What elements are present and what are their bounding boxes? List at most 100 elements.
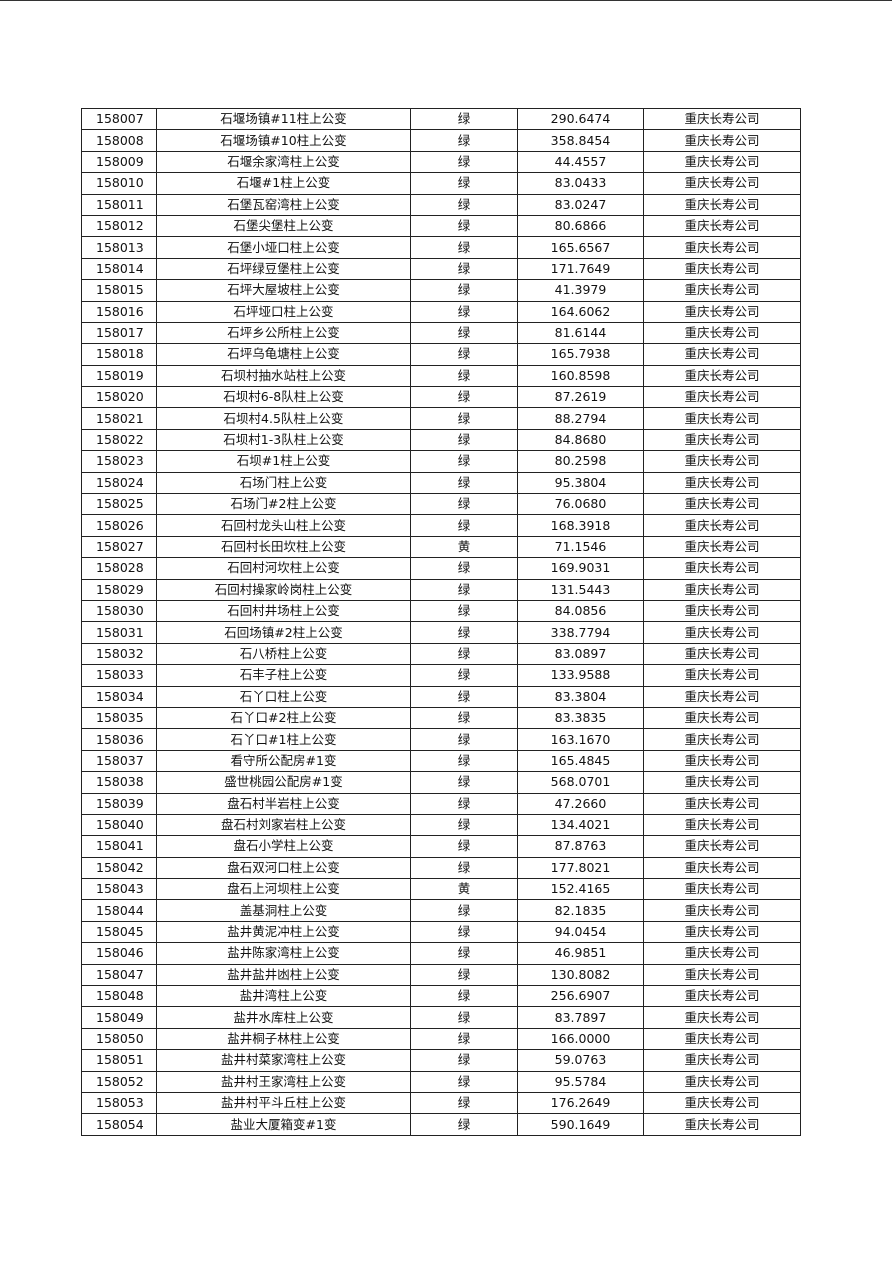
table-row: 158022 石坝村1-3队柱上公变绿 84.8680 重庆长寿公司 bbox=[81, 428, 801, 452]
cell-id: 158021 bbox=[81, 407, 157, 430]
cell-company: 重庆长寿公司 bbox=[643, 279, 801, 302]
cell-name: 石场门柱上公变 bbox=[156, 471, 411, 495]
cell-name: 石回村河坎柱上公变 bbox=[156, 557, 411, 580]
cell-company: 重庆长寿公司 bbox=[643, 450, 801, 473]
cell-status: 绿 bbox=[410, 771, 518, 794]
cell-id: 158009 bbox=[81, 150, 157, 174]
cell-status: 绿 bbox=[410, 107, 518, 131]
cell-company: 重庆长寿公司 bbox=[643, 471, 801, 495]
cell-company: 重庆长寿公司 bbox=[643, 172, 801, 195]
cell-id: 158011 bbox=[81, 193, 157, 216]
cell-value: 590.1649 bbox=[517, 1113, 644, 1136]
table-row: 158044 盖基洞柱上公变绿 82.1835 重庆长寿公司 bbox=[81, 899, 801, 922]
cell-company: 重庆长寿公司 bbox=[643, 129, 801, 152]
cell-name: 石坪乡公所柱上公变 bbox=[156, 321, 411, 345]
cell-id: 158038 bbox=[81, 771, 157, 794]
cell-status: 绿 bbox=[410, 856, 518, 880]
cell-company: 重庆长寿公司 bbox=[643, 749, 801, 773]
cell-value: 338.7794 bbox=[517, 621, 644, 644]
cell-value: 83.3835 bbox=[517, 706, 644, 730]
cell-value: 165.6567 bbox=[517, 236, 644, 259]
cell-status: 绿 bbox=[410, 557, 518, 580]
cell-status: 绿 bbox=[410, 1113, 518, 1136]
cell-company: 重庆长寿公司 bbox=[643, 386, 801, 409]
cell-status: 绿 bbox=[410, 599, 518, 623]
table-row: 158051 盐井村菜家湾柱上公变绿 59.0763 重庆长寿公司 bbox=[81, 1049, 801, 1072]
table-row: 158007 石堰场镇#11柱上公变绿 290.6474 重庆长寿公司 bbox=[81, 107, 801, 131]
table-row: 158017 石坪乡公所柱上公变绿 81.6144 重庆长寿公司 bbox=[81, 321, 801, 345]
cell-id: 158029 bbox=[81, 578, 157, 601]
cell-value: 87.2619 bbox=[517, 386, 644, 409]
cell-value: 95.5784 bbox=[517, 1070, 644, 1093]
cell-company: 重庆长寿公司 bbox=[643, 578, 801, 601]
cell-value: 82.1835 bbox=[517, 899, 644, 922]
cell-name: 石堡小垭口柱上公变 bbox=[156, 236, 411, 259]
cell-name: 石堰场镇#10柱上公变 bbox=[156, 129, 411, 152]
cell-name: 盘石村刘家岩柱上公变 bbox=[156, 813, 411, 837]
cell-id: 158054 bbox=[81, 1113, 157, 1136]
cell-id: 158046 bbox=[81, 942, 157, 965]
cell-status: 绿 bbox=[410, 471, 518, 495]
cell-id: 158008 bbox=[81, 129, 157, 152]
table-row: 158048 盐井湾柱上公变绿 256.6907 重庆长寿公司 bbox=[81, 985, 801, 1008]
cell-value: 94.0454 bbox=[517, 920, 644, 944]
cell-value: 358.8454 bbox=[517, 129, 644, 152]
cell-value: 171.7649 bbox=[517, 257, 644, 281]
table-row: 158034 石丫口柱上公变绿 83.3804 重庆长寿公司 bbox=[81, 685, 801, 708]
cell-status: 绿 bbox=[410, 706, 518, 730]
table-row: 158045 盐井黄泥冲柱上公变绿 94.0454 重庆长寿公司 bbox=[81, 920, 801, 944]
table-row: 158029 石回村操家岭岗柱上公变绿 131.5443 重庆长寿公司 bbox=[81, 578, 801, 601]
cell-company: 重庆长寿公司 bbox=[643, 685, 801, 708]
cell-status: 绿 bbox=[410, 343, 518, 366]
cell-value: 84.0856 bbox=[517, 599, 644, 623]
cell-id: 158041 bbox=[81, 835, 157, 858]
cell-status: 绿 bbox=[410, 963, 518, 987]
cell-company: 重庆长寿公司 bbox=[643, 150, 801, 174]
cell-name: 盘石上河坝柱上公变 bbox=[156, 878, 411, 901]
table-row: 158026 石回村龙头山柱上公变绿 168.3918 重庆长寿公司 bbox=[81, 514, 801, 537]
cell-status: 绿 bbox=[410, 792, 518, 815]
transformer-table: 158007 石堰场镇#11柱上公变绿 290.6474 重庆长寿公司 158008 石堰… bbox=[81, 107, 801, 1136]
table-row: 158012 石堡尖堡柱上公变绿 80.6866 重庆长寿公司 bbox=[81, 214, 801, 238]
cell-company: 重庆长寿公司 bbox=[643, 1091, 801, 1115]
cell-name: 石坪垭口柱上公变 bbox=[156, 300, 411, 323]
cell-id: 158037 bbox=[81, 749, 157, 773]
table-row: 158016 石坪垭口柱上公变绿 164.6062 重庆长寿公司 bbox=[81, 300, 801, 323]
cell-status: 绿 bbox=[410, 129, 518, 152]
cell-value: 83.0433 bbox=[517, 172, 644, 195]
cell-value: 59.0763 bbox=[517, 1049, 644, 1072]
table-row: 158019 石坝村抽水站柱上公变绿 160.8598 重庆长寿公司 bbox=[81, 364, 801, 388]
table-row: 158033 石丰子柱上公变绿 133.9588 重庆长寿公司 bbox=[81, 664, 801, 687]
cell-value: 134.4021 bbox=[517, 813, 644, 837]
cell-company: 重庆长寿公司 bbox=[643, 407, 801, 430]
cell-company: 重庆长寿公司 bbox=[643, 193, 801, 216]
cell-company: 重庆长寿公司 bbox=[643, 835, 801, 858]
page-top-border bbox=[0, 0, 892, 1]
table-body: 158007 石堰场镇#11柱上公变绿 290.6474 重庆长寿公司 158008 石堰… bbox=[81, 107, 801, 1136]
cell-value: 44.4557 bbox=[517, 150, 644, 174]
table-row: 158050 盐井桐子林柱上公变绿 166.0000 重庆长寿公司 bbox=[81, 1027, 801, 1051]
table-row: 158028 石回村河坎柱上公变绿 169.9031 重庆长寿公司 bbox=[81, 557, 801, 580]
table-row: 158021 石坝村4.5队柱上公变绿 88.2794 重庆长寿公司 bbox=[81, 407, 801, 430]
cell-value: 80.6866 bbox=[517, 214, 644, 238]
cell-id: 158034 bbox=[81, 685, 157, 708]
cell-name: 盖基洞柱上公变 bbox=[156, 899, 411, 922]
cell-value: 84.8680 bbox=[517, 428, 644, 452]
cell-value: 165.7938 bbox=[517, 343, 644, 366]
cell-value: 83.0897 bbox=[517, 642, 644, 666]
table-row: 158053 盐井村平斗丘柱上公变绿 176.2649 重庆长寿公司 bbox=[81, 1091, 801, 1115]
cell-value: 80.2598 bbox=[517, 450, 644, 473]
cell-id: 158023 bbox=[81, 450, 157, 473]
table-row: 158038 盛世桃园公配房#1变绿 568.0701 重庆长寿公司 bbox=[81, 771, 801, 794]
cell-status: 绿 bbox=[410, 1027, 518, 1051]
cell-id: 158033 bbox=[81, 664, 157, 687]
cell-name: 石坝村4.5队柱上公变 bbox=[156, 407, 411, 430]
cell-value: 133.9588 bbox=[517, 664, 644, 687]
cell-value: 87.8763 bbox=[517, 835, 644, 858]
table-row: 158015 石坪大屋坡柱上公变绿 41.3979 重庆长寿公司 bbox=[81, 279, 801, 302]
cell-id: 158043 bbox=[81, 878, 157, 901]
cell-id: 158048 bbox=[81, 985, 157, 1008]
cell-status: 绿 bbox=[410, 642, 518, 666]
cell-company: 重庆长寿公司 bbox=[643, 343, 801, 366]
cell-name: 盐业大厦箱变#1变 bbox=[156, 1113, 411, 1136]
